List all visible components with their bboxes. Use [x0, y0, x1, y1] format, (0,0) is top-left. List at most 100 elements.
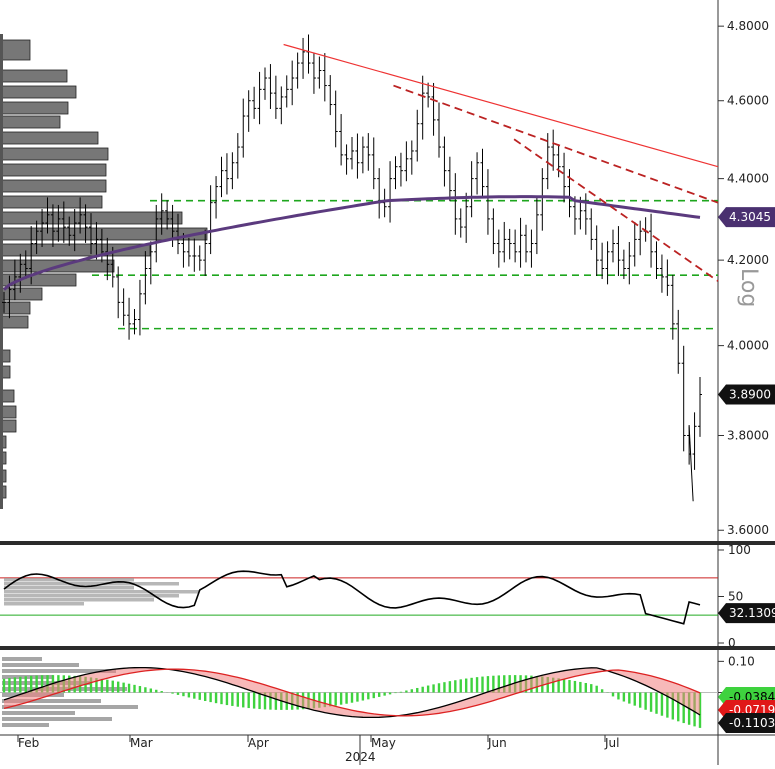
volume-profile-bar — [2, 40, 30, 60]
macd-histogram-bar — [128, 684, 130, 693]
last-price-tag: 3.8900 — [718, 384, 775, 404]
macd-histogram-bar — [650, 693, 652, 712]
macd-histogram-bar — [356, 693, 358, 702]
volume-profile-bar — [2, 316, 28, 328]
macd-histogram-bar — [171, 693, 173, 694]
volume-profile-bar — [2, 350, 10, 362]
last-price-tag-text: 3.8900 — [729, 387, 771, 401]
macd-histogram-bar — [150, 688, 152, 692]
ma-value-tag: 4.3045 — [718, 207, 775, 227]
macd-histogram-bar — [242, 693, 244, 708]
macd-histogram-bar — [122, 683, 124, 693]
macd-histogram-bar — [460, 679, 462, 692]
price-tick-label: 3.6000 — [727, 523, 769, 537]
macd-histogram-bar — [345, 693, 347, 704]
volume-profile-bar — [2, 196, 102, 208]
macd-histogram-bar — [639, 693, 641, 708]
macd-histogram-bar — [133, 685, 135, 693]
macd-histogram-bar — [383, 693, 385, 696]
x-tick-label: Jun — [487, 736, 507, 750]
volume-profile-bar — [2, 70, 67, 82]
macd-histogram-bar — [378, 693, 380, 697]
macd-histogram-bar — [253, 693, 255, 709]
macd-histogram-bar — [574, 681, 576, 693]
macd-histogram-bar — [585, 683, 587, 693]
rsi-tick-label: 0 — [728, 636, 736, 650]
macd-histogram-bar — [204, 693, 206, 702]
panel-separator — [0, 541, 775, 545]
macd-histogram-bar — [237, 693, 239, 707]
macd-histogram-bar — [231, 693, 233, 706]
macd-histogram-bar — [443, 682, 445, 692]
macd-histogram-bar — [101, 679, 103, 693]
x-tick-label: Apr — [248, 736, 269, 750]
macd-histogram-bar — [394, 693, 396, 694]
rsi-value-tag-text: 32.1309 — [729, 606, 775, 620]
macd-histogram-bar — [226, 693, 228, 706]
resistance-trendline — [284, 45, 718, 167]
macd-tick-label: 0.10 — [728, 654, 755, 668]
scale-label: Log — [736, 268, 761, 307]
macd-histogram-bar — [400, 692, 402, 693]
dashed-trendline — [514, 139, 718, 281]
macd-histogram-bar — [144, 687, 146, 692]
macd-histogram-bar — [563, 679, 565, 692]
macd-profile-bar — [2, 717, 112, 721]
dashed-trendline — [393, 86, 718, 203]
volume-profile-bar — [2, 116, 60, 128]
macd-histogram-bar — [476, 677, 478, 692]
price-tick-label: 4.6000 — [727, 94, 769, 108]
price-tick-label: 4.4000 — [727, 172, 769, 186]
macd-histogram-bar — [612, 693, 614, 697]
macd-hist-tag: -0.1103 — [718, 713, 775, 733]
macd-histogram-bar — [373, 693, 375, 699]
volume-profile-bar — [2, 180, 106, 192]
macd-histogram-bar — [188, 693, 190, 698]
macd-histogram-bar — [601, 689, 603, 692]
rsi-profile-bar — [4, 590, 199, 594]
ma-value-tag-text: 4.3045 — [729, 210, 771, 224]
macd-histogram-bar — [661, 693, 663, 716]
macd-histogram-bar — [209, 693, 211, 703]
macd-histogram-bar — [177, 693, 179, 695]
macd-histogram-bar — [427, 686, 429, 693]
macd-histogram-bar — [193, 693, 195, 699]
volume-profile-bar — [2, 148, 108, 160]
macd-histogram-bar — [3, 679, 5, 693]
macd-histogram-bar — [487, 676, 489, 692]
macd-histogram-bar — [579, 682, 581, 693]
macd-histogram-bar — [568, 680, 570, 692]
x-tick-label: Jul — [604, 736, 619, 750]
macd-histogram-bar — [432, 684, 434, 692]
macd-histogram-bar — [182, 693, 184, 697]
price-tick-label: 4.0000 — [727, 339, 769, 353]
macd-histogram-bar — [14, 677, 16, 692]
macd-histogram-bar — [438, 683, 440, 692]
macd-histogram-bar — [8, 678, 10, 692]
macd-histogram-bar — [340, 693, 342, 705]
macd-histogram-bar — [215, 693, 217, 704]
macd-histogram-bar — [634, 693, 636, 706]
volume-profile-bar — [2, 406, 16, 418]
macd-histogram-bar — [155, 690, 157, 693]
macd-histogram-bar — [258, 693, 260, 710]
macd-histogram-bar — [106, 680, 108, 693]
macd-histogram-bar — [220, 693, 222, 705]
macd-histogram-bar — [411, 689, 413, 692]
macd-histogram-bar — [644, 693, 646, 710]
macd-histogram-bar — [25, 676, 27, 692]
macd-histogram-bar — [449, 681, 451, 692]
volume-profile-bar — [2, 212, 182, 224]
rsi-tick-label: 50 — [728, 590, 743, 604]
rsi-profile-bar — [4, 586, 134, 590]
macd-histogram-bar — [389, 693, 391, 695]
price-tick-label: 4.2000 — [727, 253, 769, 267]
macd-histogram-bar — [421, 687, 423, 693]
volume-profile-bar — [2, 132, 98, 144]
price-tick-label: 4.8000 — [727, 19, 769, 33]
macd-profile-bar — [2, 723, 49, 727]
rsi-profile-bar — [4, 582, 179, 586]
macd-profile-bar — [2, 705, 138, 709]
volume-profile-bar — [2, 164, 106, 176]
